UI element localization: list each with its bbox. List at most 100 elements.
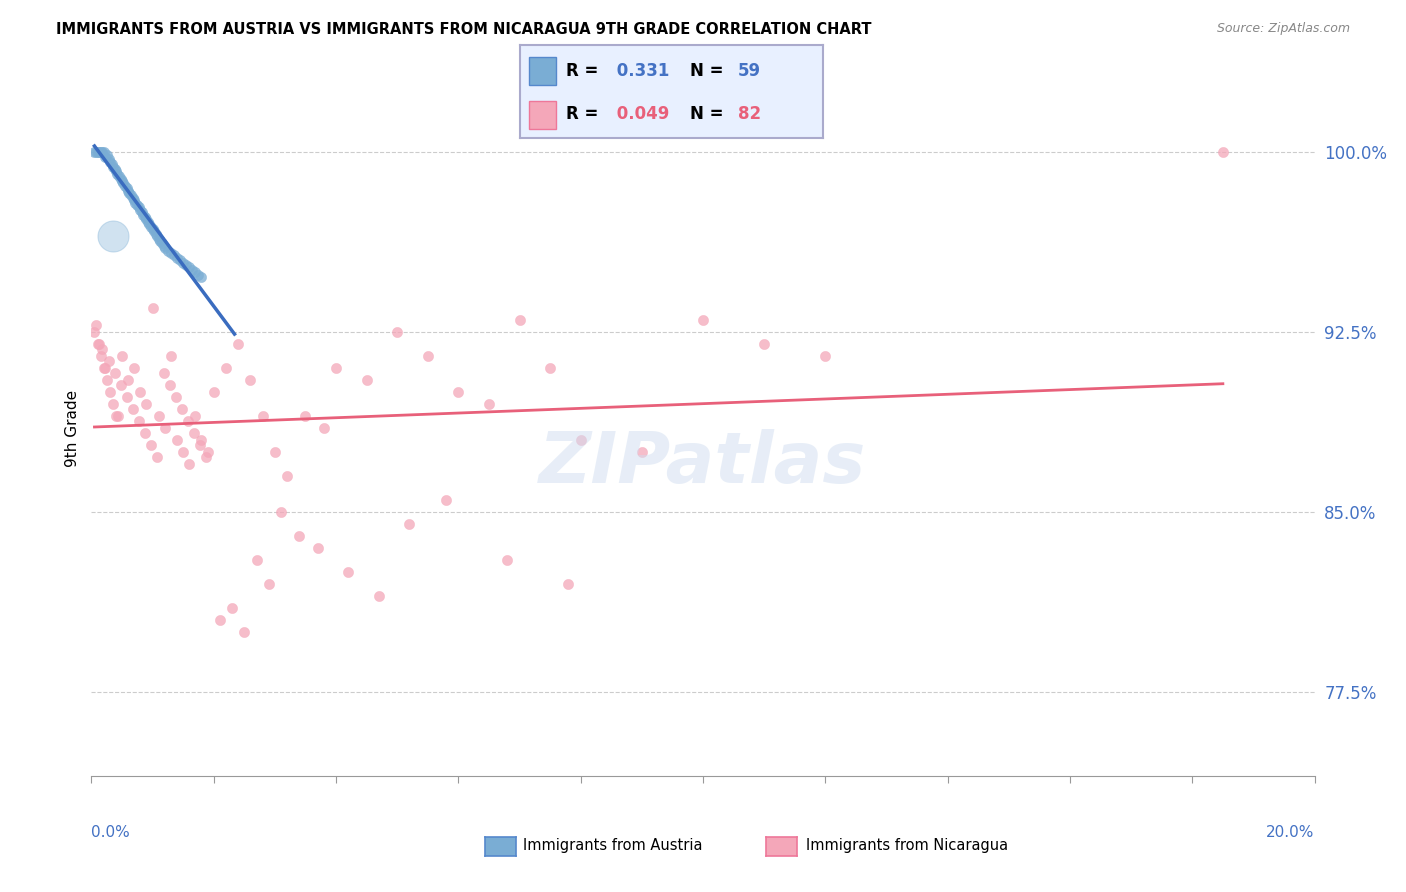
Point (276, 469, 298, 483)
Point (187, 268, 209, 282)
Point (100, 157, 122, 171)
Point (754, 337, 776, 351)
Point (221, 601, 243, 615)
Point (89, 337, 111, 351)
Point (814, 349, 837, 363)
Point (146, 450, 169, 464)
Point (128, 201, 150, 215)
Text: Immigrants from Nicaragua: Immigrants from Nicaragua (806, 838, 1008, 853)
Y-axis label: 9th Grade: 9th Grade (65, 390, 80, 467)
Point (142, 224, 165, 238)
Point (538, 361, 561, 376)
Point (101, 229, 124, 244)
Point (97, 354, 120, 368)
Point (509, 313, 531, 327)
Point (118, 186, 141, 200)
Point (398, 517, 420, 532)
Point (188, 438, 211, 452)
Point (141, 219, 163, 234)
Point (496, 553, 519, 567)
Point (165, 390, 187, 404)
Point (122, 193, 145, 207)
Point (148, 409, 170, 424)
Point (115, 390, 138, 404)
Text: 0.0%: 0.0% (91, 825, 131, 840)
Point (84, 145, 107, 160)
Text: R =: R = (565, 62, 603, 79)
Point (166, 433, 188, 447)
Point (152, 239, 174, 253)
Point (557, 577, 579, 591)
Point (101, 397, 124, 411)
Point (288, 529, 311, 543)
Point (149, 234, 172, 248)
Point (112, 177, 135, 191)
Point (120, 188, 142, 202)
Point (172, 255, 194, 269)
Point (183, 425, 205, 440)
Point (129, 202, 152, 217)
Point (294, 409, 316, 424)
Point (101, 160, 124, 174)
Point (90, 349, 112, 363)
Point (170, 401, 193, 416)
Point (215, 361, 238, 376)
Point (94, 361, 117, 376)
Point (110, 378, 132, 392)
Bar (529, 57, 557, 85)
Point (134, 210, 156, 224)
Point (181, 262, 204, 277)
Point (122, 401, 145, 416)
Point (631, 445, 654, 459)
Point (202, 385, 225, 400)
Point (184, 409, 207, 424)
Point (208, 613, 231, 627)
Point (86, 337, 108, 351)
Point (87, 145, 110, 160)
Point (145, 227, 167, 241)
Point (172, 445, 194, 459)
Point (159, 378, 181, 392)
Point (169, 253, 191, 268)
Point (104, 366, 127, 380)
Point (83, 145, 105, 160)
Point (447, 385, 470, 400)
Point (134, 425, 156, 440)
Point (177, 414, 200, 428)
Point (111, 349, 134, 363)
Point (356, 373, 378, 387)
Point (83, 325, 105, 339)
Point (98, 385, 121, 400)
Text: Source: ZipAtlas.com: Source: ZipAtlas.com (1216, 22, 1350, 36)
Point (146, 229, 169, 244)
Point (569, 433, 592, 447)
Point (128, 414, 150, 428)
Point (105, 167, 128, 181)
Point (104, 162, 127, 177)
Point (179, 260, 201, 275)
Point (385, 325, 409, 339)
Text: N =: N = (689, 62, 728, 79)
Point (90, 145, 112, 160)
Point (325, 361, 347, 376)
Text: Immigrants from Austria: Immigrants from Austria (523, 838, 703, 853)
Point (93, 145, 115, 160)
Point (84, 318, 107, 332)
Point (245, 553, 267, 567)
Point (184, 265, 207, 279)
Point (91, 342, 114, 356)
Point (226, 337, 249, 351)
Point (98, 154, 121, 169)
Text: N =: N = (689, 105, 728, 123)
Text: 0.331: 0.331 (612, 62, 669, 79)
Point (434, 493, 457, 508)
Point (114, 178, 136, 193)
Point (93, 361, 115, 376)
Point (307, 541, 329, 555)
Text: 59: 59 (738, 62, 761, 79)
Point (160, 349, 183, 363)
Point (1212, 145, 1234, 160)
Point (478, 397, 501, 411)
Text: 82: 82 (738, 105, 761, 123)
Point (150, 236, 173, 251)
